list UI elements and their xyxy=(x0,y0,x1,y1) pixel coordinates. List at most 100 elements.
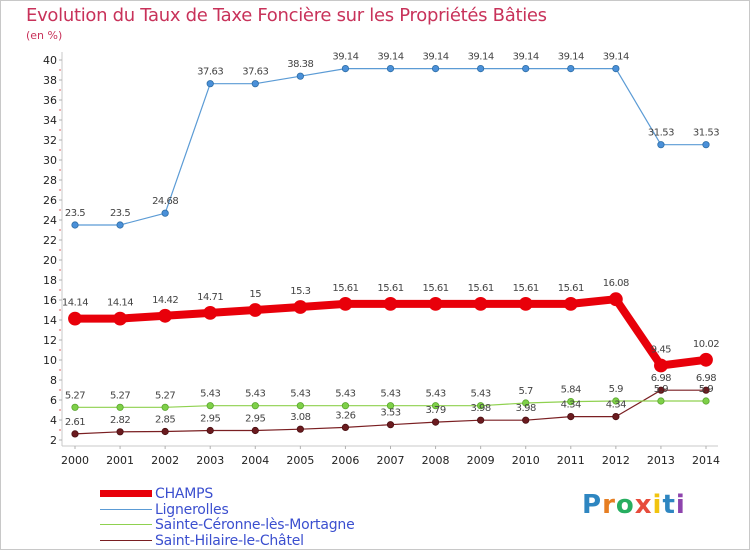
data-point-sainte-ceronne xyxy=(657,397,665,405)
x-tick-label: 2006 xyxy=(331,454,359,467)
data-point-sainte-ceronne xyxy=(386,402,395,410)
data-point-saint-hilaire xyxy=(251,426,259,435)
data-point-saint-hilaire xyxy=(477,416,485,424)
data-label-sainte-ceronne: 5.43 xyxy=(245,389,265,400)
data-label-lignerolles: 23.5 xyxy=(110,208,130,219)
data-label-saint-hilaire: 2.85 xyxy=(155,415,175,426)
data-label-champs: 10.02 xyxy=(693,339,719,350)
legend-swatch-sainte-ceronne xyxy=(100,524,152,525)
data-point-lignerolles xyxy=(296,72,304,80)
data-point-champs xyxy=(383,296,398,311)
y-tick-label: 40 xyxy=(43,54,57,67)
y-tick-label: 24 xyxy=(43,214,57,227)
data-label-sainte-ceronne: 5.27 xyxy=(65,390,85,401)
data-label-champs: 15.61 xyxy=(558,283,584,294)
data-point-champs xyxy=(699,352,713,367)
x-tick-label: 2008 xyxy=(422,454,450,467)
y-tick-label: 8 xyxy=(50,374,57,387)
data-point-champs xyxy=(293,300,308,314)
y-tick-label: 10 xyxy=(43,354,57,367)
data-point-lignerolles xyxy=(341,65,350,73)
x-tick-label: 2012 xyxy=(602,454,630,467)
y-tick-label: 18 xyxy=(43,274,57,287)
legend-swatch-lignerolles xyxy=(100,508,152,510)
data-point-saint-hilaire xyxy=(612,412,620,421)
data-label-champs: 14.42 xyxy=(152,295,178,306)
data-label-champs: 15.3 xyxy=(290,286,310,297)
data-label-sainte-ceronne: 5.27 xyxy=(155,390,175,401)
data-label-champs: 14.71 xyxy=(197,292,223,303)
x-tick-label: 2002 xyxy=(151,454,179,467)
x-tick-label: 2007 xyxy=(377,454,405,467)
data-point-saint-hilaire xyxy=(431,418,440,426)
data-point-champs xyxy=(608,292,623,307)
data-point-champs xyxy=(563,296,578,311)
data-point-lignerolles xyxy=(431,65,440,73)
data-label-champs: 15 xyxy=(249,289,261,300)
y-tick-label: 6 xyxy=(50,394,57,407)
data-label-saint-hilaire: 6.98 xyxy=(696,373,716,384)
data-point-lignerolles xyxy=(477,65,485,73)
data-point-lignerolles xyxy=(522,65,530,73)
y-tick-label: 26 xyxy=(43,194,57,207)
data-point-sainte-ceronne xyxy=(161,403,169,411)
data-label-saint-hilaire: 3.98 xyxy=(516,403,536,414)
data-point-saint-hilaire xyxy=(71,430,79,438)
data-point-sainte-ceronne xyxy=(702,397,710,405)
data-label-champs: 15.61 xyxy=(332,283,358,294)
x-tick-label: 2001 xyxy=(106,454,134,467)
data-point-lignerolles xyxy=(567,65,575,73)
data-label-lignerolles: 39.14 xyxy=(423,52,449,63)
data-point-champs xyxy=(518,296,533,311)
data-point-champs xyxy=(113,311,127,326)
data-label-lignerolles: 24.68 xyxy=(152,196,178,207)
data-label-champs: 15.61 xyxy=(468,283,494,294)
y-tick-label: 32 xyxy=(43,134,57,147)
data-label-champs: 15.61 xyxy=(513,283,539,294)
data-label-saint-hilaire: 3.53 xyxy=(380,408,400,419)
y-tick-label: 22 xyxy=(43,234,57,247)
legend-label-sainte-ceronne: Sainte-Céronne-lès-Mortagne xyxy=(155,517,355,533)
y-tick-label: 38 xyxy=(43,74,57,87)
data-label-champs: 14.14 xyxy=(62,298,88,309)
data-label-saint-hilaire: 3.08 xyxy=(290,412,310,423)
data-point-saint-hilaire xyxy=(567,412,575,421)
chart-title: Evolution du Taux de Taxe Foncière sur l… xyxy=(26,5,547,26)
legend-swatch-saint-hilaire xyxy=(100,539,152,541)
data-point-lignerolles xyxy=(657,141,665,149)
data-label-lignerolles: 23.5 xyxy=(65,208,85,219)
data-label-saint-hilaire: 2.82 xyxy=(110,415,130,426)
data-point-sainte-ceronne xyxy=(477,402,485,410)
legend-label-saint-hilaire: Saint-Hilaire-le-Châtel xyxy=(155,532,304,549)
data-point-lignerolles xyxy=(251,80,259,88)
y-tick-label: 36 xyxy=(43,94,57,107)
data-label-saint-hilaire: 2.95 xyxy=(200,414,220,425)
data-point-champs xyxy=(473,296,488,311)
data-label-saint-hilaire: 2.95 xyxy=(245,414,265,425)
y-tick-label: 34 xyxy=(43,114,57,127)
data-point-sainte-ceronne xyxy=(522,399,530,407)
proxiti-logo: Proxiti xyxy=(582,490,686,520)
data-label-lignerolles: 39.14 xyxy=(332,52,358,63)
data-point-champs xyxy=(654,358,668,373)
data-point-sainte-ceronne xyxy=(341,402,350,410)
data-point-saint-hilaire xyxy=(702,386,710,394)
y-axis-unit: (en %) xyxy=(26,29,63,42)
x-tick-label: 2004 xyxy=(241,454,269,467)
data-label-lignerolles: 37.63 xyxy=(242,67,268,78)
data-label-saint-hilaire: 6.98 xyxy=(651,373,671,384)
x-tick-label: 2003 xyxy=(196,454,224,467)
data-label-lignerolles: 38.38 xyxy=(287,59,313,70)
data-point-sainte-ceronne xyxy=(71,403,79,411)
data-point-lignerolles xyxy=(386,65,395,73)
data-point-champs xyxy=(338,296,353,311)
data-label-lignerolles: 31.53 xyxy=(648,128,674,139)
data-point-lignerolles xyxy=(702,141,710,149)
data-label-lignerolles: 39.14 xyxy=(558,52,584,63)
x-tick-label: 2010 xyxy=(512,454,540,467)
y-tick-label: 14 xyxy=(43,314,57,327)
data-label-sainte-ceronne: 5.43 xyxy=(380,389,400,400)
data-label-saint-hilaire: 3.79 xyxy=(425,405,445,416)
